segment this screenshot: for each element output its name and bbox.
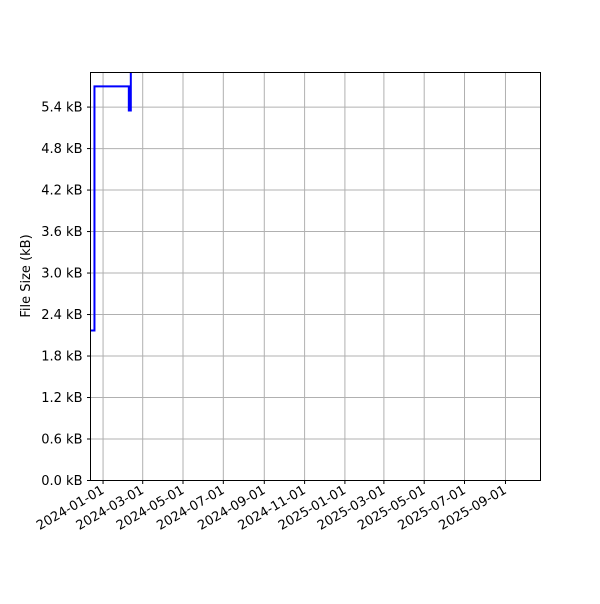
y-tick-label: 5.4 kB [41,101,82,116]
y-tick-label: 0.6 kB [41,433,82,448]
plot-frame [90,72,541,481]
y-tick-label: 3.6 kB [41,225,82,240]
y-tick-label: 4.8 kB [41,142,82,157]
y-tick-label: 1.2 kB [41,391,82,406]
series-line [90,72,132,332]
y-tick-label: 4.2 kB [41,184,82,199]
y-tick-label: 1.8 kB [41,350,82,365]
y-axis-label: File Size (kB) [19,234,34,317]
y-tick-label: 3.0 kB [41,267,82,282]
series [90,72,132,332]
y-tick-label: 0.0 kB [41,474,82,489]
grid [90,72,541,481]
y-axis: 0.0 kB 0.6 kB 1.2 kB 1.8 kB 2.4 kB 3.0 kB 3.6 … [41,101,91,489]
x-axis: 2024-01-012024-03-012024-05-012024-07-01… [34,480,509,534]
y-tick-label: 2.4 kB [41,308,82,323]
